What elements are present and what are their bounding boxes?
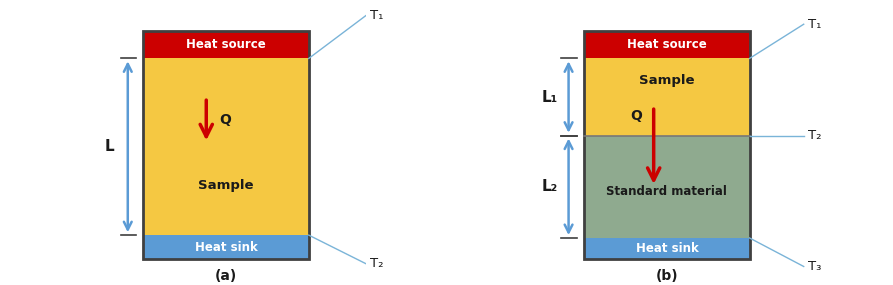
Text: Q: Q xyxy=(219,113,231,127)
Text: Heat source: Heat source xyxy=(627,38,706,51)
Text: Q: Q xyxy=(630,109,643,123)
Text: Sample: Sample xyxy=(198,179,254,192)
Text: T₃: T₃ xyxy=(808,260,822,273)
Bar xyxy=(144,235,309,259)
Text: L₂: L₂ xyxy=(542,179,558,194)
Text: L₁: L₁ xyxy=(542,89,558,105)
Bar xyxy=(144,31,309,259)
Bar xyxy=(584,31,749,259)
Text: Sample: Sample xyxy=(639,74,695,87)
Text: T₂: T₂ xyxy=(370,257,383,270)
Bar xyxy=(584,31,749,58)
Text: (a): (a) xyxy=(215,269,238,284)
Text: L: L xyxy=(104,139,114,154)
Text: Heat source: Heat source xyxy=(187,38,266,51)
Text: T₁: T₁ xyxy=(370,9,383,22)
Bar xyxy=(584,136,749,238)
Text: Heat sink: Heat sink xyxy=(195,241,257,254)
Text: Standard material: Standard material xyxy=(606,186,727,198)
Text: T₂: T₂ xyxy=(808,129,822,142)
Bar xyxy=(144,31,309,58)
Text: T₁: T₁ xyxy=(808,18,822,31)
Bar xyxy=(144,58,309,235)
Bar xyxy=(584,238,749,259)
Bar xyxy=(584,58,749,136)
Text: Heat sink: Heat sink xyxy=(636,242,698,255)
Text: (b): (b) xyxy=(655,269,678,284)
